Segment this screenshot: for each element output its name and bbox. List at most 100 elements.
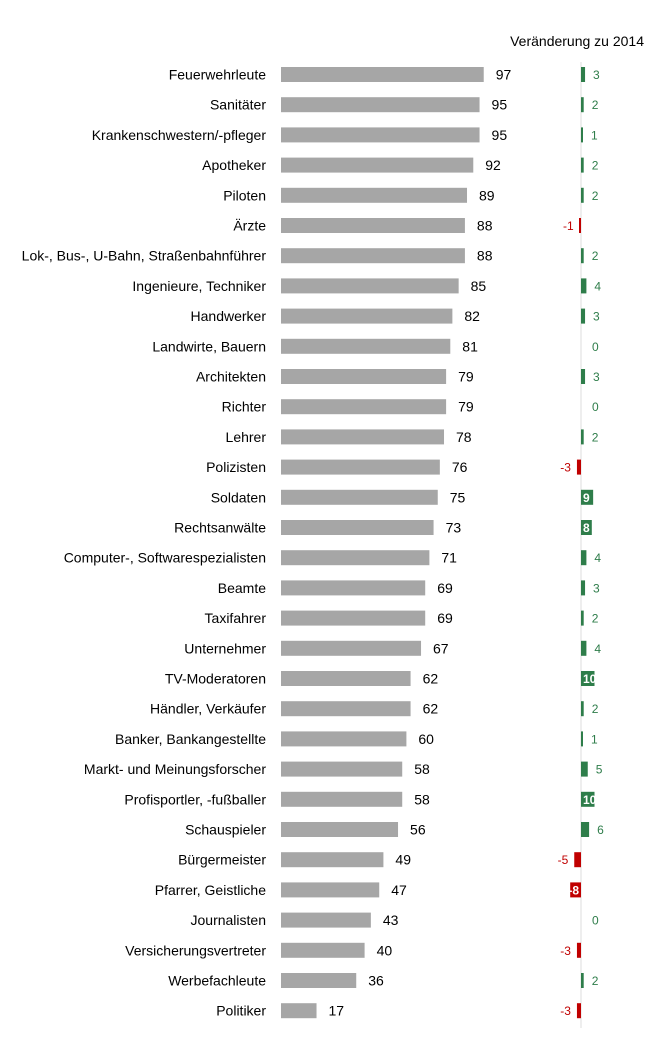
trust-value-label: 78	[456, 429, 472, 445]
trust-value-label: 36	[368, 973, 384, 989]
trust-value-label: 56	[410, 822, 426, 838]
trust-value-label: 62	[423, 671, 439, 687]
change-value-label: 0	[592, 400, 599, 414]
trust-bar	[281, 67, 484, 82]
trust-value-label: 17	[329, 1003, 345, 1019]
trust-bar	[281, 489, 438, 505]
category-label: Bürgermeister	[178, 852, 266, 868]
change-bar-positive	[581, 369, 586, 384]
trust-bar	[281, 912, 371, 928]
change-bar-positive	[581, 248, 584, 264]
change-bar-positive	[581, 671, 595, 686]
trust-value-label: 82	[464, 308, 480, 324]
change-value-label: 3	[593, 370, 600, 384]
change-value-label: 0	[592, 914, 599, 928]
change-value-label: 9	[583, 491, 590, 505]
change-value-label: 2	[592, 612, 599, 626]
trust-bar	[281, 338, 451, 354]
change-value-label: 1	[591, 128, 598, 142]
category-label: Architekten	[196, 369, 266, 385]
trust-bar	[281, 973, 357, 988]
trust-bar	[281, 157, 474, 173]
category-label: Ingenieure, Techniker	[132, 278, 266, 294]
trust-value-label: 60	[418, 731, 434, 747]
trust-value-label: 73	[446, 520, 462, 536]
category-label: Handwerker	[191, 308, 267, 324]
category-label: Computer-, Softwarespezialisten	[64, 550, 266, 566]
trust-value-label: 75	[450, 489, 466, 505]
trust-bar	[281, 369, 447, 384]
trust-bar	[281, 791, 403, 807]
category-label: Schauspieler	[185, 822, 266, 838]
change-value-label: 4	[594, 642, 601, 656]
category-label: Politiker	[216, 1003, 266, 1019]
trust-value-label: 89	[479, 187, 495, 203]
change-bar-positive	[581, 127, 583, 143]
change-value-label: 2	[592, 189, 599, 203]
trust-value-label: 47	[391, 882, 407, 898]
category-label: Werbefachleute	[168, 973, 266, 989]
change-bar-positive	[581, 278, 587, 294]
change-value-label: 2	[592, 974, 599, 988]
trust-value-label: 58	[414, 761, 430, 777]
trust-bar	[281, 580, 426, 596]
change-bar-negative	[579, 218, 581, 233]
change-bar-positive	[581, 520, 592, 535]
trust-value-label: 88	[477, 248, 493, 264]
change-value-label: 2	[592, 430, 599, 444]
category-label: Landwirte, Bauern	[152, 338, 266, 354]
trust-bar	[281, 278, 459, 294]
category-label: Richter	[222, 399, 267, 415]
category-label: Sanitäter	[210, 97, 266, 113]
change-value-label: 2	[592, 249, 599, 263]
change-bar-chart: Veränderung zu 2014 3 2 1 2 2 -1 2 4 3 0 3 0 2 -3 9 8 4 3…	[510, 33, 644, 1028]
trust-value-label: 62	[423, 701, 439, 717]
category-label: Händler, Verkäufer	[150, 701, 266, 717]
change-value-label: 10	[583, 672, 597, 686]
change-bar-positive	[581, 822, 590, 837]
category-label: Lehrer	[226, 429, 267, 445]
trust-bar	[281, 218, 465, 233]
trust-bar	[281, 822, 399, 837]
change-value-label: 5	[596, 763, 603, 777]
change-chart-title: Veränderung zu 2014	[510, 33, 644, 49]
change-value-label: 2	[592, 98, 599, 112]
trust-value-label: 95	[492, 127, 508, 143]
category-label: Pfarrer, Geistliche	[155, 882, 266, 898]
category-label: Krankenschwestern/-pfleger	[92, 127, 267, 143]
category-label: Profisportler, -fußballer	[124, 791, 266, 807]
trust-value-label: 76	[452, 459, 468, 475]
trust-value-label: 67	[433, 640, 449, 656]
category-label: Apotheker	[202, 157, 266, 173]
change-bar-positive	[581, 731, 583, 747]
trust-bar-chart: Feuerwehrleute 97 Sanitäter 95 Krankenschwes…	[22, 67, 512, 1019]
change-value-label: 3	[593, 68, 600, 82]
change-value-label: -3	[560, 1004, 571, 1018]
change-value-label: 2	[592, 702, 599, 716]
trust-value-label: 85	[471, 278, 487, 294]
trust-value-label: 69	[437, 610, 453, 626]
trust-bar	[281, 640, 422, 656]
trust-bar	[281, 308, 453, 324]
trust-value-label: 79	[458, 369, 474, 385]
change-value-label: 2	[592, 159, 599, 173]
category-label: Banker, Bankangestellte	[115, 731, 266, 747]
change-bar-positive	[581, 308, 586, 324]
trust-bar	[281, 399, 447, 415]
category-label: Feuerwehrleute	[169, 67, 266, 83]
category-label: Ärzte	[233, 218, 266, 234]
trust-value-label: 88	[477, 218, 493, 234]
change-bar-positive	[581, 701, 584, 717]
change-value-label: -1	[563, 219, 574, 233]
change-bar-positive	[581, 489, 594, 505]
change-bar-positive	[581, 761, 588, 777]
change-bar-positive	[581, 791, 595, 807]
category-label: Journalisten	[191, 912, 267, 928]
trust-bar	[281, 550, 430, 566]
trust-bar	[281, 127, 480, 143]
category-label: Piloten	[223, 187, 266, 203]
trust-bar	[281, 761, 403, 777]
change-bar-positive	[581, 187, 584, 203]
category-label: Rechtsanwälte	[174, 520, 266, 536]
trust-value-label: 95	[492, 97, 508, 113]
